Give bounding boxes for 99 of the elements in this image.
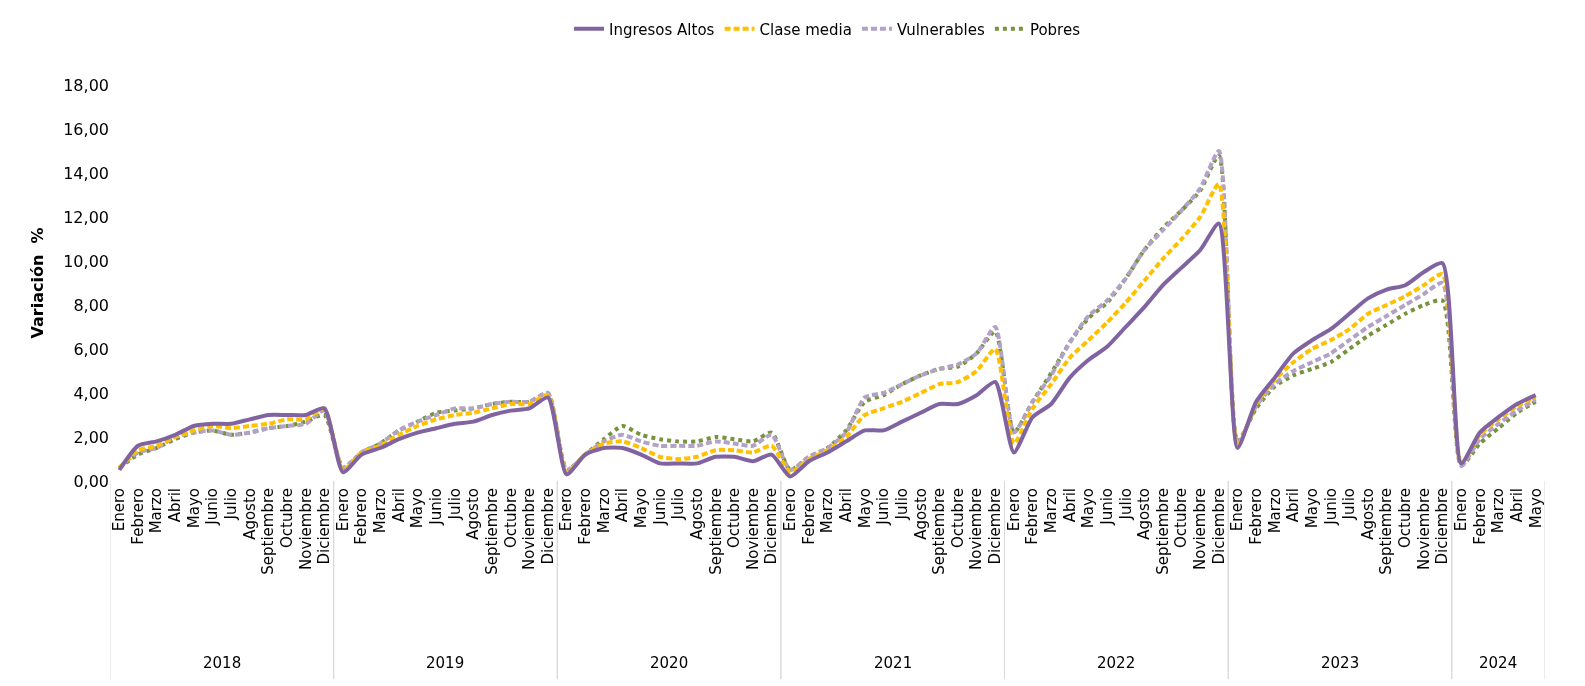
x-tick-label: Septiembre <box>706 488 725 575</box>
x-tick-label: Noviembre <box>967 488 986 570</box>
x-tick-label: Febrero <box>1470 488 1489 545</box>
x-tick-label: Marzo <box>594 488 613 534</box>
x-tick-label: Enero <box>557 488 576 532</box>
text: 2021 <box>874 654 913 672</box>
x-tick-label: Marzo <box>1489 488 1508 534</box>
x-tick-label: Mayo <box>408 488 427 529</box>
x-tick-label: Octubre <box>948 488 967 549</box>
x-tick-label: Agosto <box>687 488 706 540</box>
x-tick-label: Diciembre <box>762 488 781 565</box>
text: 2020 <box>650 654 689 672</box>
text: 2024 <box>1479 654 1518 672</box>
x-tick-label: Julio <box>445 488 464 521</box>
x-tick-label: Noviembre <box>1414 488 1433 570</box>
y-tick-label: 8,00 <box>73 295 109 315</box>
x-tick-label: Agosto <box>240 488 259 540</box>
y-tick-label: 6,00 <box>73 339 109 359</box>
x-tick-label: Abril <box>1507 488 1526 523</box>
y-tick-label: 16,00 <box>63 119 109 139</box>
x-tick-label: Mayo <box>1302 488 1321 529</box>
x-tick-label: Enero <box>1228 488 1247 532</box>
x-tick-label: Abril <box>613 488 632 523</box>
x-tick-label: Diciembre <box>538 488 557 565</box>
x-tick-label: Octubre <box>1396 488 1415 549</box>
x-tick-label: Octubre <box>501 488 520 549</box>
x-tick-label: Octubre <box>725 488 744 549</box>
x-tick-label: Julio <box>222 488 241 521</box>
x-tick-label: Junio <box>650 488 669 526</box>
x-tick-label: Septiembre <box>482 488 501 575</box>
x-tick-label: Julio <box>1340 488 1359 521</box>
y-tick-label: 14,00 <box>63 163 109 183</box>
x-tick-label: Marzo <box>1042 488 1061 534</box>
x-tick-label: Octubre <box>1172 488 1191 549</box>
x-tick-label: Septiembre <box>1153 488 1172 575</box>
y-axis-title: Variación % <box>28 227 48 339</box>
x-tick-label: Abril <box>389 488 408 523</box>
y-tick-label: 18,00 <box>63 75 109 95</box>
x-tick-label: Junio <box>203 488 222 526</box>
x-tick-label: Mayo <box>1526 488 1545 529</box>
x-tick-label: Febrero <box>1247 488 1266 545</box>
y-tick-label: 10,00 <box>63 251 109 271</box>
x-tick-label: Agosto <box>911 488 930 540</box>
x-tick-label: Marzo <box>371 488 390 534</box>
x-tick-label: Mayo <box>632 488 651 529</box>
text: 2019 <box>426 654 465 672</box>
x-tick-label: Junio <box>874 488 893 526</box>
x-tick-label: Marzo <box>1265 488 1284 534</box>
x-tick-label: Diciembre <box>1209 488 1228 565</box>
x-tick-label: Julio <box>1116 488 1135 521</box>
y-tick-label: 4,00 <box>73 383 109 403</box>
x-tick-label: Agosto <box>1135 488 1154 540</box>
x-tick-label: Noviembre <box>743 488 762 570</box>
x-tick-label: Mayo <box>1079 488 1098 529</box>
x-tick-label: Febrero <box>799 488 818 545</box>
x-tick-label: Febrero <box>576 488 595 545</box>
legend-label: Pobres <box>1029 20 1081 39</box>
x-tick-label: Junio <box>427 488 446 526</box>
x-tick-label: Febrero <box>1023 488 1042 545</box>
x-tick-label: Junio <box>1321 488 1340 526</box>
x-tick-label: Enero <box>110 488 129 532</box>
x-tick-label: Noviembre <box>296 488 315 570</box>
x-tick-label: Diciembre <box>986 488 1005 565</box>
x-tick-label: Enero <box>1004 488 1023 532</box>
text: 2023 <box>1321 654 1360 672</box>
x-tick-label: Mayo <box>855 488 874 529</box>
x-tick-label: Abril <box>166 488 185 523</box>
x-tick-label: Enero <box>333 488 352 532</box>
y-tick-label: 2,00 <box>73 427 109 447</box>
text: 2022 <box>1097 654 1136 672</box>
x-tick-label: Octubre <box>277 488 296 549</box>
y-tick-label: 0,00 <box>73 471 109 491</box>
x-tick-label: Abril <box>1284 488 1303 523</box>
y-tick-label: 12,00 <box>63 207 109 227</box>
legend-label: Vulnerables <box>896 20 985 39</box>
x-tick-label: Septiembre <box>1377 488 1396 575</box>
legend-label: Clase media <box>759 20 852 39</box>
x-tick-label: Diciembre <box>1433 488 1452 565</box>
x-tick-label: Febrero <box>128 488 147 545</box>
x-tick-label: Abril <box>837 488 856 523</box>
x-tick-label: Septiembre <box>930 488 949 575</box>
x-tick-label: Julio <box>669 488 688 521</box>
x-tick-label: Julio <box>892 488 911 521</box>
x-tick-label: Enero <box>781 488 800 532</box>
legend-label: Ingresos Altos <box>609 20 715 39</box>
x-tick-label: Septiembre <box>259 488 278 575</box>
x-tick-label: Diciembre <box>315 488 334 565</box>
x-tick-label: Agosto <box>1358 488 1377 540</box>
x-tick-label: Febrero <box>352 488 371 545</box>
x-tick-label: Marzo <box>818 488 837 534</box>
x-tick-label: Agosto <box>464 488 483 540</box>
x-tick-label: Abril <box>1060 488 1079 523</box>
x-tick-label: Noviembre <box>520 488 539 570</box>
text: 2018 <box>203 654 242 672</box>
x-tick-label: Marzo <box>147 488 166 534</box>
x-tick-label: Mayo <box>184 488 203 529</box>
x-tick-label: Noviembre <box>1191 488 1210 570</box>
x-tick-label: Junio <box>1097 488 1116 526</box>
x-tick-label: Enero <box>1452 488 1471 532</box>
